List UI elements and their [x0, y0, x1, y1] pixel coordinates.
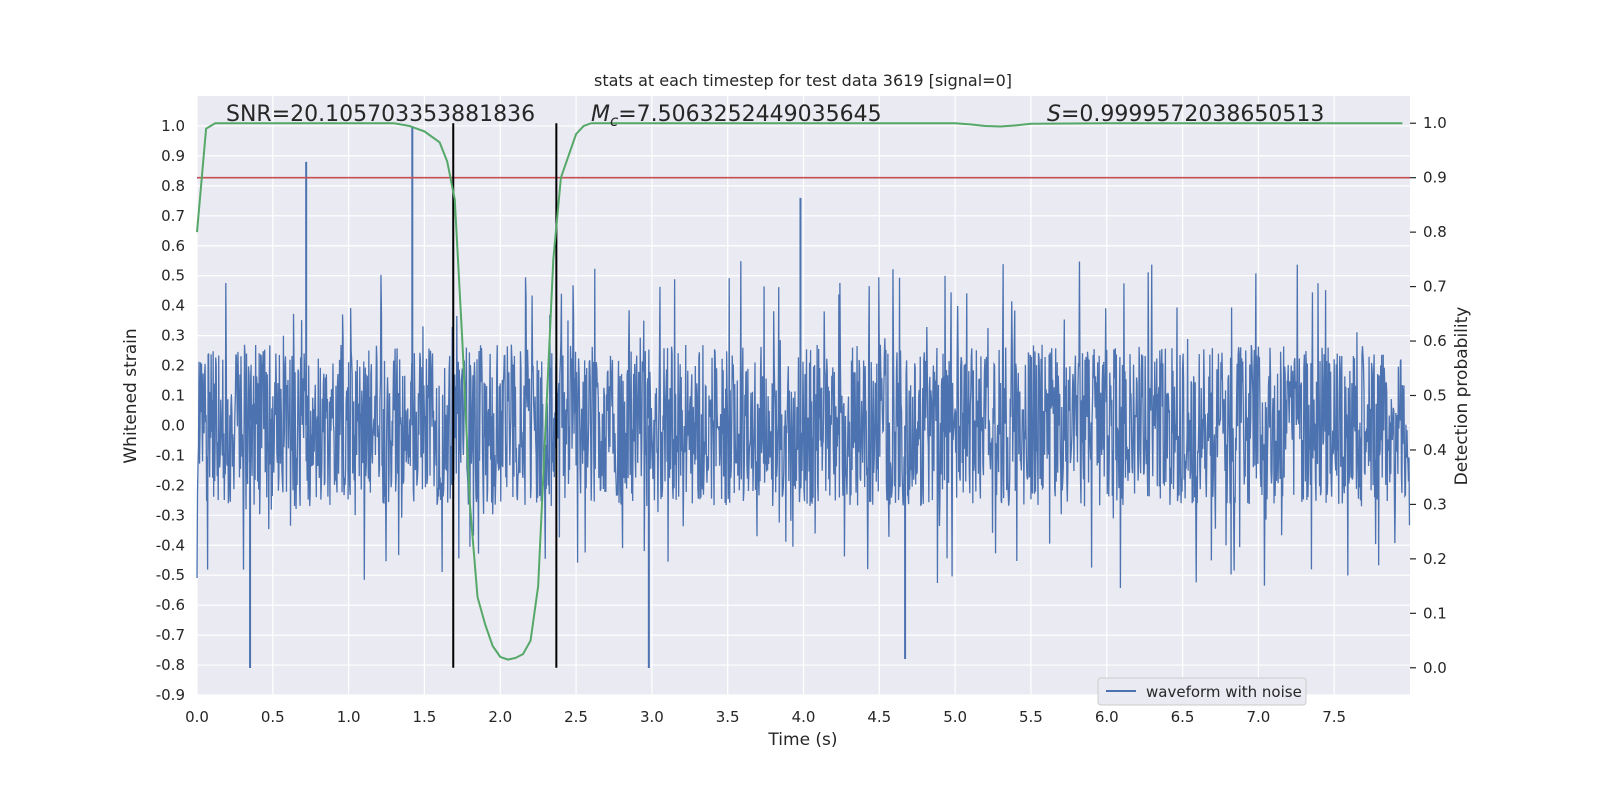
- x-tick-label: 4.5: [867, 708, 891, 726]
- y-tick-label-left: -0.7: [156, 626, 185, 644]
- strain-line: [196, 261, 1411, 589]
- probability-line: [196, 122, 1403, 661]
- x-tick-label: 5.5: [1019, 708, 1043, 726]
- y-tick-label-right: 0.9: [1423, 169, 1447, 187]
- chart-title: stats at each timestep for test data 361…: [594, 71, 1012, 90]
- legend: waveform with noise: [1097, 677, 1307, 706]
- y-tick-label-left: -0.5: [156, 566, 185, 584]
- y-tick-label-left: 0.8: [161, 177, 185, 195]
- y-tick-label-left: 0.9: [161, 147, 185, 165]
- y-tick-label-left: 0.6: [161, 237, 185, 255]
- y-tick-label-left: -0.3: [156, 506, 185, 524]
- axis-ticks: 0.0 0.5 1.0 1.5 2.0 2.5 3.0 3.5 4.0 4.5 5.0 5.5 6.0 6…: [156, 114, 1447, 726]
- x-tick-label: 0.0: [185, 708, 209, 726]
- y-tick-label-right: 0.4: [1423, 441, 1447, 459]
- y-tick-label-left: -0.8: [156, 656, 185, 674]
- y-tick-label-right: 0.8: [1423, 223, 1447, 241]
- x-tick-label: 2.5: [564, 708, 588, 726]
- x-tick-label: 5.0: [943, 708, 967, 726]
- y-axis-label-left: Whitened strain: [121, 328, 141, 463]
- y-axis-label-right: Detection probability: [1452, 307, 1472, 486]
- y-tick-label-right: 0.7: [1423, 278, 1447, 296]
- x-tick-label: 2.0: [488, 708, 512, 726]
- y-tick-label-right: 0.6: [1423, 332, 1447, 350]
- y-tick-label-left: 0.1: [161, 387, 185, 405]
- y-tick-label-right: 0.1: [1423, 604, 1447, 622]
- score-annotation: S=0.9999572038650513: [1047, 102, 1324, 127]
- x-tick-label: 3.5: [716, 708, 740, 726]
- probability-series: [196, 122, 1403, 661]
- legend-box: [1097, 677, 1307, 706]
- y-tick-label-right: 0.0: [1423, 659, 1447, 677]
- x-tick-label: 1.0: [337, 708, 361, 726]
- x-tick-label: 7.5: [1322, 708, 1346, 726]
- chirp-mass-annotation: Mc=7.5063252449035645: [591, 102, 882, 130]
- snr-annotation: SNR=20.105703353881836: [226, 102, 535, 127]
- y-tick-label-left: -0.4: [156, 536, 185, 554]
- x-tick-label: 1.5: [413, 708, 437, 726]
- y-tick-label-left: 0.7: [161, 207, 185, 225]
- x-tick-label: 6.0: [1095, 708, 1119, 726]
- y-tick-label-left: 0.4: [161, 297, 185, 315]
- y-tick-label-left: 0.3: [161, 327, 185, 345]
- strain-series: [196, 125, 1411, 669]
- y-tick-label-right: 0.5: [1423, 387, 1447, 405]
- y-tick-label-left: -0.1: [156, 446, 185, 464]
- y-tick-label-right: 1.0: [1423, 114, 1447, 132]
- x-axis-label: Time (s): [767, 730, 837, 750]
- x-tick-label: 7.0: [1246, 708, 1270, 726]
- x-tick-label: 0.5: [261, 708, 285, 726]
- x-tick-label: 6.5: [1171, 708, 1195, 726]
- y-tick-label-left: 1.0: [161, 117, 185, 135]
- y-tick-label-right: 0.3: [1423, 495, 1447, 513]
- overlay-lines: [197, 123, 1410, 668]
- x-tick-label: 3.0: [640, 708, 664, 726]
- y-tick-label-left: 0.0: [161, 416, 185, 434]
- x-tick-label: 4.0: [792, 708, 816, 726]
- y-tick-label-left: -0.6: [156, 596, 185, 614]
- legend-label: waveform with noise: [1146, 683, 1302, 701]
- y-tick-label-left: -0.2: [156, 476, 185, 494]
- y-tick-label-right: 0.2: [1423, 550, 1447, 568]
- y-tick-label-left: 0.5: [161, 267, 185, 285]
- y-tick-label-left: 0.2: [161, 357, 185, 375]
- y-tick-label-left: -0.9: [156, 686, 185, 704]
